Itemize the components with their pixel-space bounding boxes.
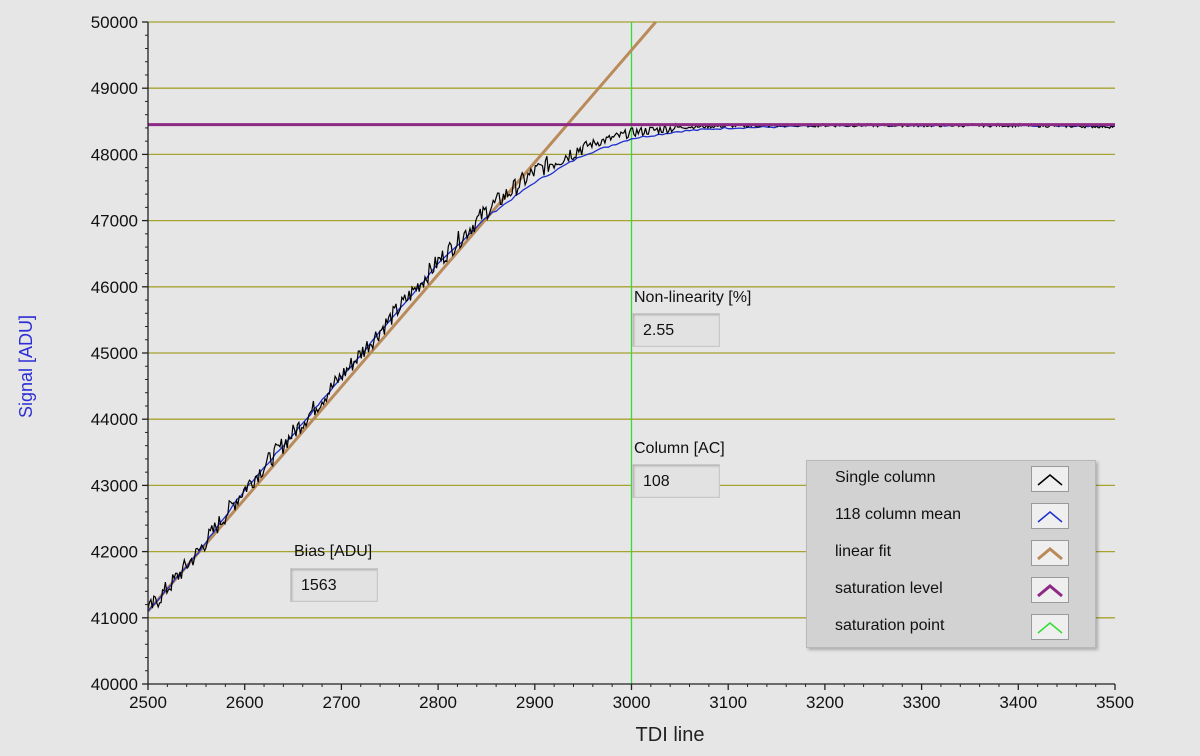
y-axis-label: Signal [ADU] xyxy=(16,314,36,418)
legend-label: Single column xyxy=(835,469,936,486)
legend[interactable]: Single column 118 column mean linear fit… xyxy=(806,460,1096,648)
y-tick-label: 48000 xyxy=(91,145,138,164)
x-tick-label: 3000 xyxy=(613,693,651,712)
x-tick-label: 3400 xyxy=(999,693,1037,712)
legend-label: saturation point xyxy=(835,617,945,634)
nonlinearity-label: Non-linearity [%] xyxy=(634,289,752,306)
x-axis-label: TDI line xyxy=(635,724,705,746)
y-tick-label: 41000 xyxy=(91,609,138,628)
legend-item[interactable]: saturation level xyxy=(807,572,1095,609)
legend-label: saturation level xyxy=(835,580,943,597)
legend-label: linear fit xyxy=(835,543,892,560)
bias-label: Bias [ADU] xyxy=(294,543,373,560)
legend-item[interactable]: saturation point xyxy=(807,609,1095,646)
tan-line-icon[interactable] xyxy=(1031,540,1069,566)
green-line-icon[interactable] xyxy=(1031,614,1069,640)
x-tick-label: 2600 xyxy=(226,693,264,712)
y-tick-label: 43000 xyxy=(91,476,138,495)
column-value[interactable]: 108 xyxy=(632,464,720,498)
legend-item[interactable]: Single column xyxy=(807,461,1095,498)
y-tick-label: 42000 xyxy=(91,543,138,562)
series-line xyxy=(146,21,657,613)
x-tick-label: 3200 xyxy=(806,693,844,712)
blue-line-icon[interactable] xyxy=(1031,503,1069,529)
y-tick-label: 46000 xyxy=(91,278,138,297)
y-tick-label: 50000 xyxy=(91,13,138,32)
x-tick-label: 2700 xyxy=(322,693,360,712)
y-tick-label: 49000 xyxy=(91,79,138,98)
series-lines xyxy=(146,21,1116,684)
axes: 40000 41000 42000 43000 44000 45000 46000 47000… xyxy=(91,13,1134,712)
x-tick-label: 3300 xyxy=(903,693,941,712)
black-line-icon[interactable] xyxy=(1031,466,1069,492)
y-tick-label: 44000 xyxy=(91,410,138,429)
purple-line-icon[interactable] xyxy=(1031,577,1069,603)
legend-item[interactable]: linear fit xyxy=(807,535,1095,572)
column-label: Column [AC] xyxy=(634,440,725,457)
y-tick-label: 40000 xyxy=(91,675,138,694)
x-tick-label: 3100 xyxy=(709,693,747,712)
nonlinearity-value: 2.55 xyxy=(632,313,720,347)
x-tick-label: 2800 xyxy=(419,693,457,712)
bias-value: 1563 xyxy=(290,568,378,602)
x-tick-label: 2500 xyxy=(129,693,167,712)
legend-item[interactable]: 118 column mean xyxy=(807,498,1095,535)
x-tick-label: 2900 xyxy=(516,693,554,712)
y-tick-label: 47000 xyxy=(91,212,138,231)
series-line xyxy=(147,122,1115,609)
x-tick-label: 3500 xyxy=(1096,693,1134,712)
y-tick-label: 45000 xyxy=(91,344,138,363)
legend-label: 118 column mean xyxy=(835,506,961,523)
